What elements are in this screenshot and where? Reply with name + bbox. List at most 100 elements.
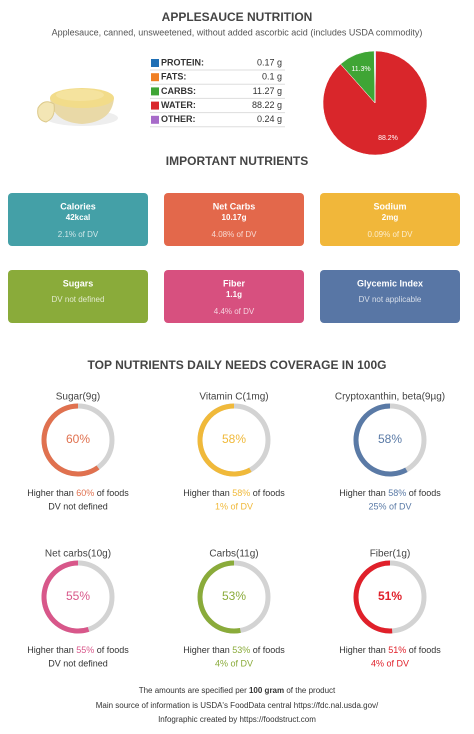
donut-value: 60%	[66, 432, 90, 446]
footer-line: The amounts are specified per 100 gram o…	[139, 686, 336, 695]
card-title: Net Carbs	[213, 201, 256, 211]
donut-value: 58%	[222, 432, 246, 446]
macro-amount: 0.1 g	[262, 72, 282, 82]
nutrient-card	[320, 270, 460, 323]
nutrient-card	[8, 193, 148, 246]
card-dv: DV not defined	[52, 295, 105, 304]
dv-line: DV not defined	[48, 501, 108, 511]
macro-amount: 0.17 g	[257, 57, 282, 67]
footer-bold: 100 gram	[249, 686, 284, 695]
donut-arc	[197, 560, 241, 634]
nutrient-card	[164, 270, 304, 323]
rank-prefix: Higher than	[339, 645, 388, 655]
macro-name: WATER:	[161, 100, 196, 110]
legend-swatch	[151, 87, 159, 96]
macro-name: CARBS:	[161, 86, 196, 96]
rank-line: Higher than 58% of foods	[339, 488, 441, 498]
card-value: 42kcal	[66, 213, 90, 222]
donut-title: Fiber(1g)	[370, 549, 411, 560]
donut-arc	[41, 560, 90, 634]
rank-suffix: of foods	[94, 488, 129, 498]
card-value: 2mg	[382, 213, 399, 222]
rank-suffix: of foods	[250, 645, 285, 655]
rank-prefix: Higher than	[183, 488, 232, 498]
rank-suffix: of foods	[406, 488, 441, 498]
rank-prefix: Higher than	[183, 645, 232, 655]
macro-name: OTHER:	[161, 114, 196, 124]
applesauce-image	[37, 88, 118, 126]
nutrient-card	[8, 270, 148, 323]
pie-slice	[322, 50, 428, 156]
card-value: 10.17g	[222, 213, 247, 222]
footer-text: of the product	[284, 686, 336, 695]
donut-title: Net carbs(10g)	[45, 549, 111, 560]
card-value: 1.1g	[226, 290, 242, 299]
rank-line: Higher than 60% of foods	[27, 488, 129, 498]
donut-title: Sugar(9g)	[56, 392, 100, 403]
legend-swatch	[151, 59, 159, 67]
rank-prefix: Higher than	[27, 488, 76, 498]
card-dv: 0.09% of DV	[368, 230, 414, 239]
rank-line: Higher than 51% of foods	[339, 645, 441, 655]
rank-pct: 51%	[388, 645, 406, 655]
rank-line: Higher than 58% of foods	[183, 488, 285, 498]
rank-pct: 58%	[388, 488, 406, 498]
card-dv: 2.1% of DV	[58, 230, 99, 239]
macro-amount: 11.27 g	[253, 86, 282, 96]
donut-value: 51%	[378, 589, 402, 603]
donut-value: 58%	[378, 432, 402, 446]
nutrient-card	[164, 193, 304, 246]
donut-title: Carbs(11g)	[209, 549, 258, 560]
legend-swatch	[151, 115, 159, 124]
legend-swatch	[151, 73, 159, 82]
macro-name: FATS:	[161, 72, 186, 82]
rank-prefix: Higher than	[339, 488, 388, 498]
dv-line: 4% of DV	[215, 658, 253, 668]
macro-amount: 88.22 g	[252, 100, 282, 110]
donut-arc	[41, 403, 100, 477]
pie-label: 88.2%	[378, 135, 398, 142]
card-title: Glycemic Index	[357, 278, 423, 288]
legend-swatch	[151, 101, 159, 110]
macro-name: PROTEIN:	[161, 57, 204, 67]
card-dv: DV not applicable	[359, 295, 422, 304]
rank-suffix: of foods	[406, 645, 441, 655]
pie-slice	[374, 50, 377, 104]
section-title: TOP NUTRIENTS DAILY NEEDS COVERAGE IN 10…	[88, 358, 387, 372]
dv-line: 4% of DV	[371, 658, 409, 668]
rank-pct: 58%	[232, 488, 250, 498]
rank-suffix: of foods	[94, 645, 129, 655]
rank-line: Higher than 53% of foods	[183, 645, 285, 655]
macro-amount: 0.24 g	[257, 114, 282, 124]
card-title: Sugars	[63, 278, 94, 288]
donut-value: 53%	[222, 589, 246, 603]
card-dv: 4.08% of DV	[212, 230, 258, 239]
subtitle: Applesauce, canned, unsweetened, without…	[52, 27, 423, 37]
dv-line: DV not defined	[48, 658, 108, 668]
title: APPLESAUCE NUTRITION	[162, 10, 313, 24]
rank-line: Higher than 55% of foods	[27, 645, 129, 655]
donut-arc	[353, 403, 408, 477]
dv-line: 1% of DV	[215, 501, 253, 511]
section-title: IMPORTANT NUTRIENTS	[166, 154, 308, 168]
dv-line: 25% of DV	[368, 501, 411, 511]
rank-pct: 55%	[76, 645, 94, 655]
nutrient-card	[320, 193, 460, 246]
donut-value: 55%	[66, 589, 90, 603]
card-title: Fiber	[223, 278, 246, 288]
card-title: Sodium	[374, 201, 407, 211]
card-dv: 4.4% of DV	[214, 307, 255, 316]
donut-arc	[353, 560, 393, 634]
footer-text: The amounts are specified per	[139, 686, 249, 695]
footer-line: Main source of information is USDA's Foo…	[96, 701, 379, 710]
donut-arc	[197, 403, 252, 477]
card-title: Calories	[60, 201, 96, 211]
rank-pct: 60%	[76, 488, 94, 498]
footer-line: Infographic created by https://foodstruc…	[158, 715, 316, 724]
pie-label: 11.3%	[351, 66, 370, 73]
rank-pct: 53%	[232, 645, 250, 655]
donut-title: Cryptoxanthin, beta(9µg)	[335, 392, 445, 403]
rank-prefix: Higher than	[27, 645, 76, 655]
donut-title: Vitamin C(1mg)	[199, 392, 268, 403]
